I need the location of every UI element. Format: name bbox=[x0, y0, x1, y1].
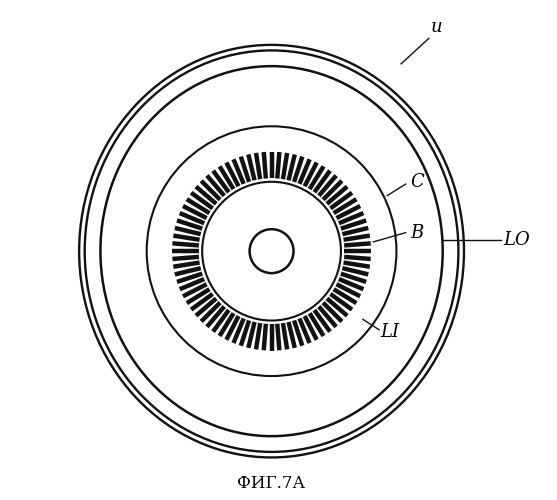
Text: C: C bbox=[411, 173, 424, 191]
Text: B: B bbox=[411, 224, 423, 242]
Text: u: u bbox=[431, 18, 443, 36]
Text: ФИГ.7А: ФИГ.7А bbox=[237, 474, 306, 492]
Text: LO: LO bbox=[503, 230, 530, 248]
Text: LI: LI bbox=[380, 323, 399, 341]
